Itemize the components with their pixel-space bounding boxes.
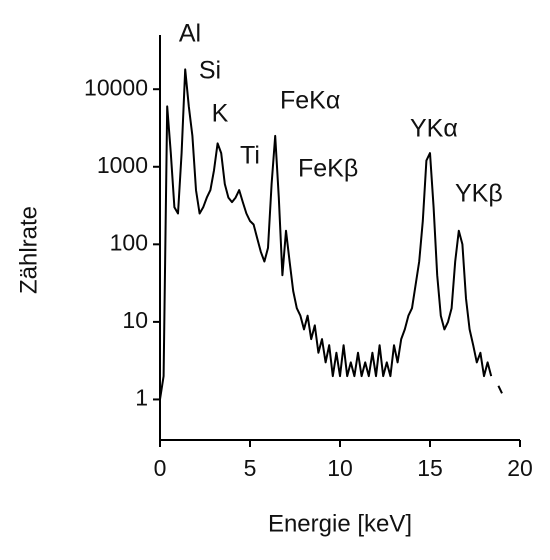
peak-label: FeKα <box>280 87 340 115</box>
peak-label: Si <box>199 57 221 85</box>
x-tick-label: 10 <box>327 455 353 481</box>
peak-label: YKβ <box>455 180 503 208</box>
x-tick-label: 0 <box>154 455 167 481</box>
x-tick-label: 20 <box>507 455 533 481</box>
peak-label: Ti <box>240 142 260 170</box>
y-tick-label: 10000 <box>84 74 148 100</box>
y-tick-label: 10 <box>122 307 148 333</box>
x-tick-label: 15 <box>417 455 443 481</box>
peak-label: Al <box>179 20 201 48</box>
y-tick-label: 1000 <box>97 152 148 178</box>
peak-label: K <box>212 100 229 128</box>
y-tick-label: 100 <box>110 229 148 255</box>
x-axis-label: Energie [keV] <box>268 510 412 537</box>
x-tick-label: 5 <box>244 455 257 481</box>
y-tick-label: 1 <box>135 385 148 411</box>
y-axis-label: Zählrate <box>15 206 42 294</box>
peak-label: YKα <box>410 115 458 143</box>
peak-label: FeKβ <box>298 155 358 183</box>
